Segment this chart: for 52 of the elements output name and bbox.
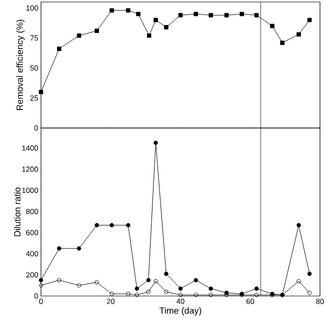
point bbox=[126, 8, 130, 13]
point bbox=[56, 46, 62, 51]
point bbox=[296, 223, 301, 228]
point bbox=[254, 13, 259, 18]
point bbox=[56, 246, 62, 251]
point bbox=[178, 286, 183, 291]
point bbox=[134, 286, 140, 291]
point bbox=[208, 13, 213, 18]
point bbox=[224, 13, 229, 18]
y-axis-title: Dilution ratio bbox=[14, 187, 21, 236]
point bbox=[296, 32, 301, 37]
point bbox=[164, 290, 168, 294]
point bbox=[307, 18, 312, 22]
point bbox=[178, 292, 183, 298]
point bbox=[110, 223, 114, 228]
point bbox=[94, 28, 99, 33]
point bbox=[136, 12, 140, 16]
point bbox=[254, 286, 259, 291]
point bbox=[110, 8, 114, 13]
point bbox=[146, 33, 152, 38]
point bbox=[280, 40, 284, 45]
point bbox=[208, 292, 213, 298]
point bbox=[76, 283, 82, 288]
point bbox=[194, 292, 198, 298]
point bbox=[126, 292, 130, 296]
point bbox=[296, 279, 301, 284]
point bbox=[208, 286, 213, 291]
point bbox=[94, 280, 99, 284]
point bbox=[307, 272, 312, 276]
point bbox=[254, 292, 259, 298]
point bbox=[194, 12, 198, 16]
point bbox=[194, 278, 198, 282]
point bbox=[154, 140, 158, 145]
point bbox=[270, 24, 274, 28]
point bbox=[76, 246, 82, 251]
point bbox=[110, 292, 114, 296]
point bbox=[38, 278, 44, 282]
point bbox=[164, 25, 168, 30]
point bbox=[146, 290, 151, 294]
point bbox=[126, 223, 130, 228]
point bbox=[134, 292, 140, 298]
point bbox=[178, 13, 183, 18]
point bbox=[240, 12, 244, 16]
point bbox=[164, 272, 168, 276]
point bbox=[154, 279, 158, 284]
point bbox=[154, 18, 158, 22]
y-axis-title: Removal efficiency (%) bbox=[16, 20, 25, 110]
point bbox=[146, 278, 151, 282]
point bbox=[56, 278, 62, 282]
point bbox=[76, 33, 82, 38]
x-axis-title: Time (day) bbox=[159, 307, 202, 316]
point bbox=[94, 223, 99, 228]
